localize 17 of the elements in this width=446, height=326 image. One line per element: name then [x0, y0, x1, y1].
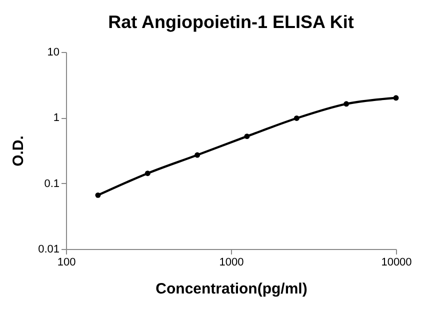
x-tick-label: 10000	[381, 256, 412, 268]
x-tick-label: 100	[57, 256, 76, 268]
x-axis-title: Concentration(pg/ml)	[156, 280, 308, 298]
y-axis-title: O.D.	[10, 136, 28, 166]
point	[344, 101, 350, 107]
y-tick-label: 0.1	[44, 178, 60, 190]
x-tick-label: 1000	[219, 256, 244, 268]
point	[393, 95, 399, 101]
point	[294, 116, 300, 121]
y-tick-label: 1	[53, 112, 60, 124]
chart-title: Rat Angiopoietin-1 ELISA Kit	[108, 12, 354, 32]
point	[95, 192, 101, 198]
y-tick-label: 0.01	[38, 244, 60, 256]
point	[144, 170, 150, 176]
point	[244, 134, 250, 140]
point	[194, 152, 200, 158]
y-tick-label: 10	[47, 46, 60, 58]
